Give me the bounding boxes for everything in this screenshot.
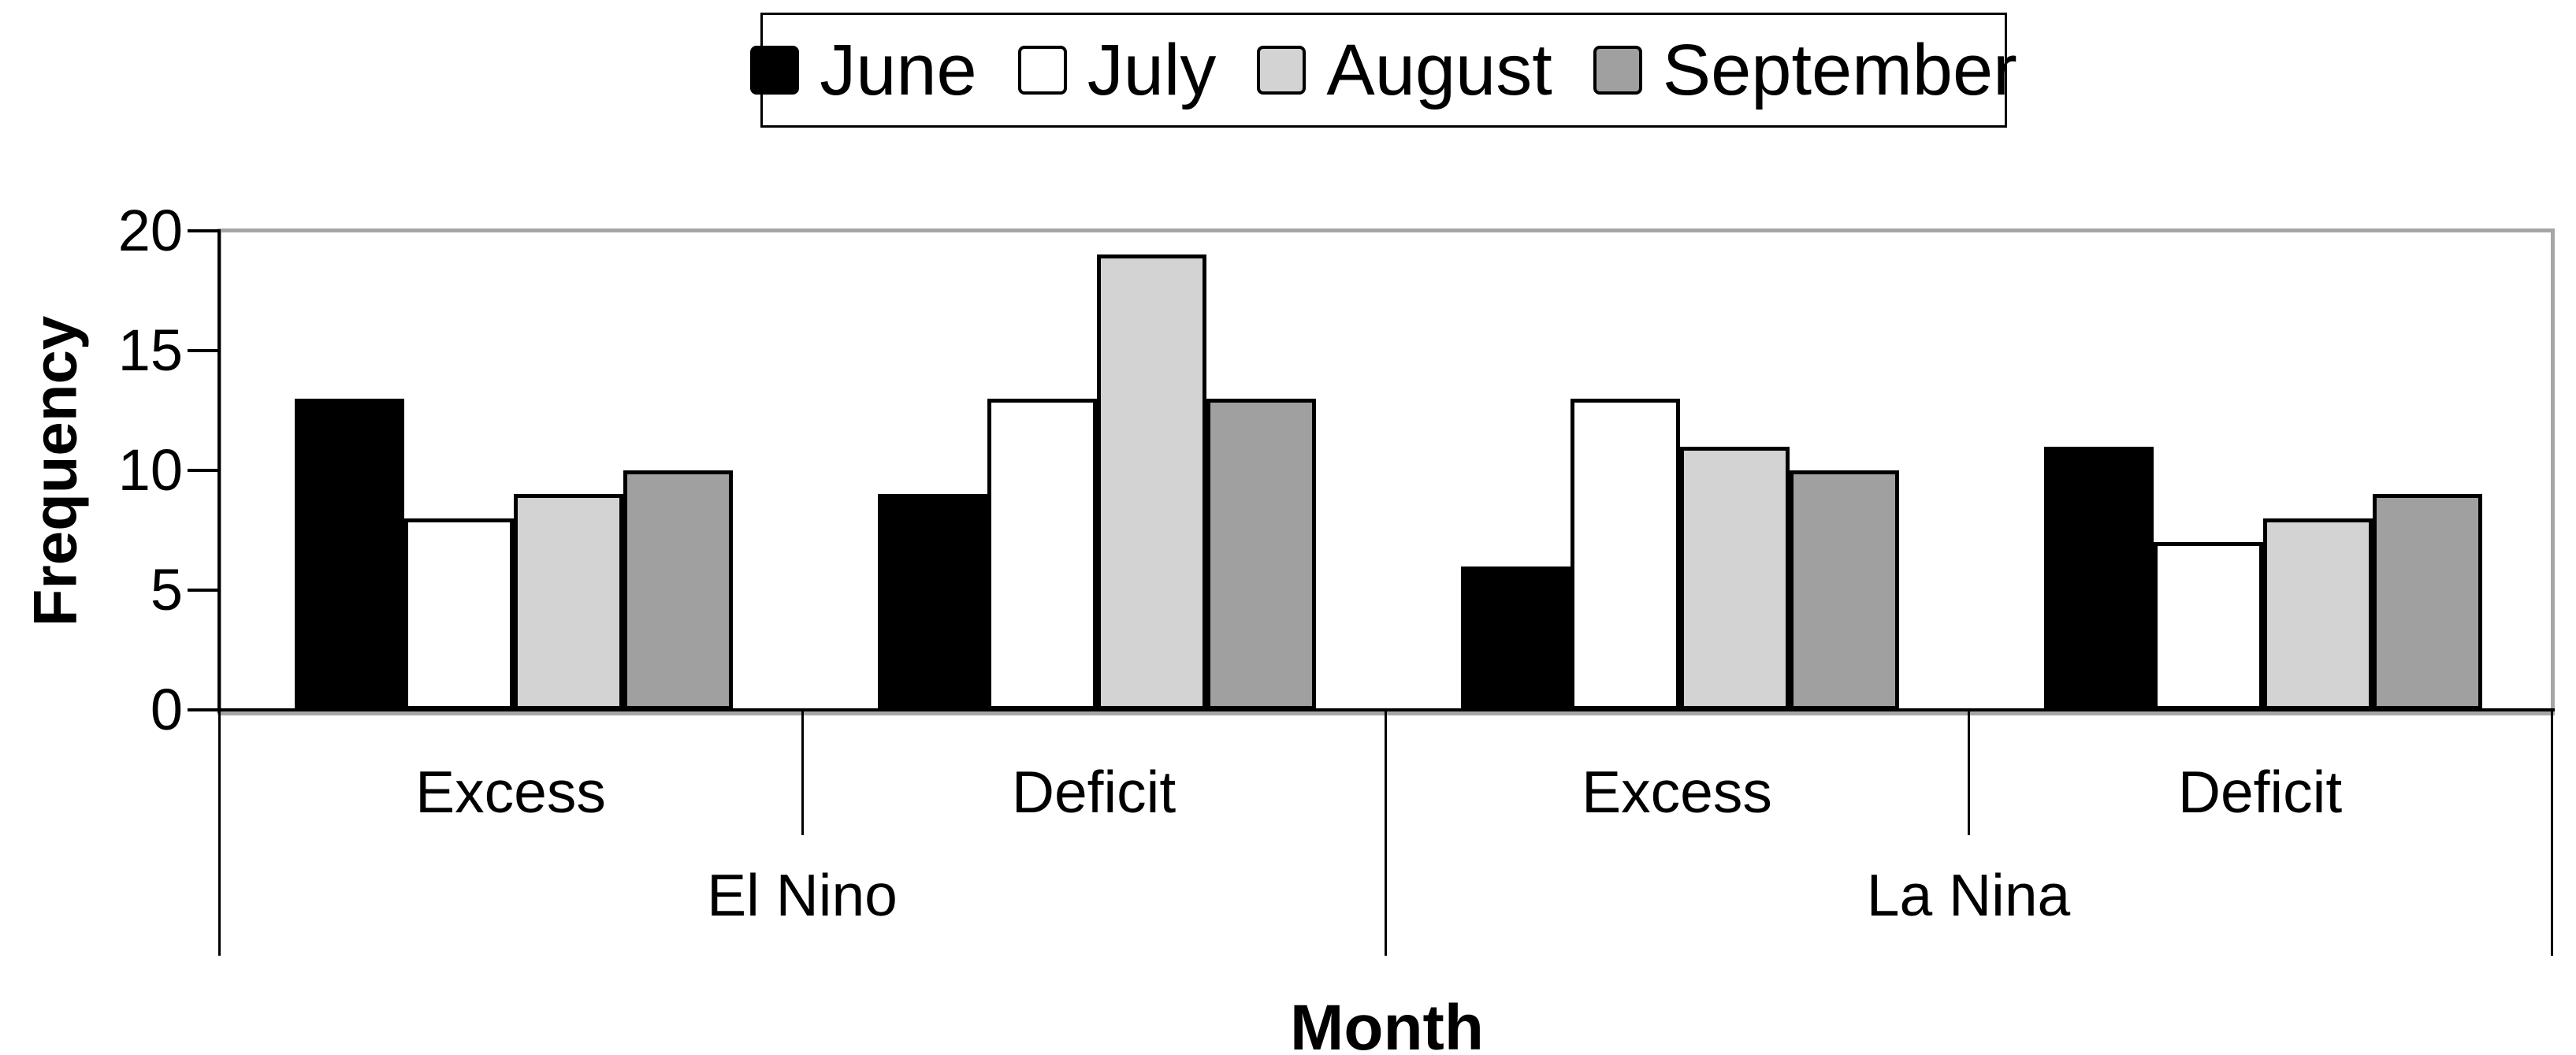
bar-august-elnino-deficit <box>1097 254 1206 710</box>
y-tick-mark <box>188 708 219 711</box>
y-tick-mark <box>188 589 219 592</box>
bar-july-elnino-deficit <box>987 399 1097 710</box>
bar-july-elnino-excess <box>404 518 514 710</box>
bar-june-elnino-excess <box>295 399 404 710</box>
axis-separator-excess-deficit-lanina <box>1968 710 1970 835</box>
group-label-el-nino: El Nino <box>707 862 898 928</box>
legend-item-june: June <box>750 34 977 106</box>
legend-item-july: July <box>1017 30 1217 110</box>
bar-august-elnino-excess <box>514 494 623 710</box>
y-tick-label-15: 15 <box>117 318 183 383</box>
bar-july-lanina-excess <box>1571 399 1680 710</box>
y-axis-line <box>217 229 221 713</box>
y-tick-label-10: 10 <box>117 437 183 503</box>
category-label-excess-0: Excess <box>415 759 606 825</box>
legend-label: July <box>1087 30 1217 110</box>
axis-separator-elnino-lanina <box>1385 710 1387 956</box>
y-tick-label-0: 0 <box>150 677 183 742</box>
axis-separator-excess-deficit-elnino <box>801 710 804 835</box>
axis-separator-outer-right <box>2551 710 2553 956</box>
y-tick-mark <box>188 349 219 352</box>
legend-swatch-august <box>1257 46 1307 95</box>
y-tick-label-5: 5 <box>150 557 183 622</box>
bar-june-lanina-deficit <box>2044 447 2154 710</box>
y-tick-mark <box>188 229 219 232</box>
legend-label: August <box>1326 30 1552 110</box>
x-axis-title: Month <box>1290 992 1484 1055</box>
legend-item-september: September <box>1593 34 2017 106</box>
legend-label: June <box>820 30 977 110</box>
bar-september-elnino-excess <box>623 470 733 710</box>
legend-swatch-june <box>750 46 800 95</box>
bar-june-elnino-deficit <box>878 494 987 710</box>
axis-separator-outer-left <box>218 710 221 956</box>
category-label-deficit-1: Deficit <box>1011 759 1176 825</box>
legend-swatch-july <box>1017 46 1067 95</box>
bar-june-lanina-excess <box>1461 567 1571 710</box>
legend-label: September <box>1662 30 2017 110</box>
legend-item-august: August <box>1257 34 1552 106</box>
bar-august-lanina-excess <box>1680 447 1790 710</box>
category-label-deficit-3: Deficit <box>2177 759 2343 825</box>
y-tick-label-20: 20 <box>117 198 183 263</box>
bar-july-lanina-deficit <box>2154 542 2263 710</box>
bar-september-lanina-deficit <box>2373 494 2482 710</box>
group-label-la-nina: La Nina <box>1866 862 2071 928</box>
y-tick-mark <box>188 469 219 472</box>
legend-box: June July August September <box>750 13 2017 128</box>
bar-september-elnino-deficit <box>1206 399 1316 710</box>
category-label-excess-2: Excess <box>1582 759 1772 825</box>
bar-september-lanina-excess <box>1790 470 1899 710</box>
bar-august-lanina-deficit <box>2263 518 2373 710</box>
legend-swatch-september <box>1593 46 1642 95</box>
